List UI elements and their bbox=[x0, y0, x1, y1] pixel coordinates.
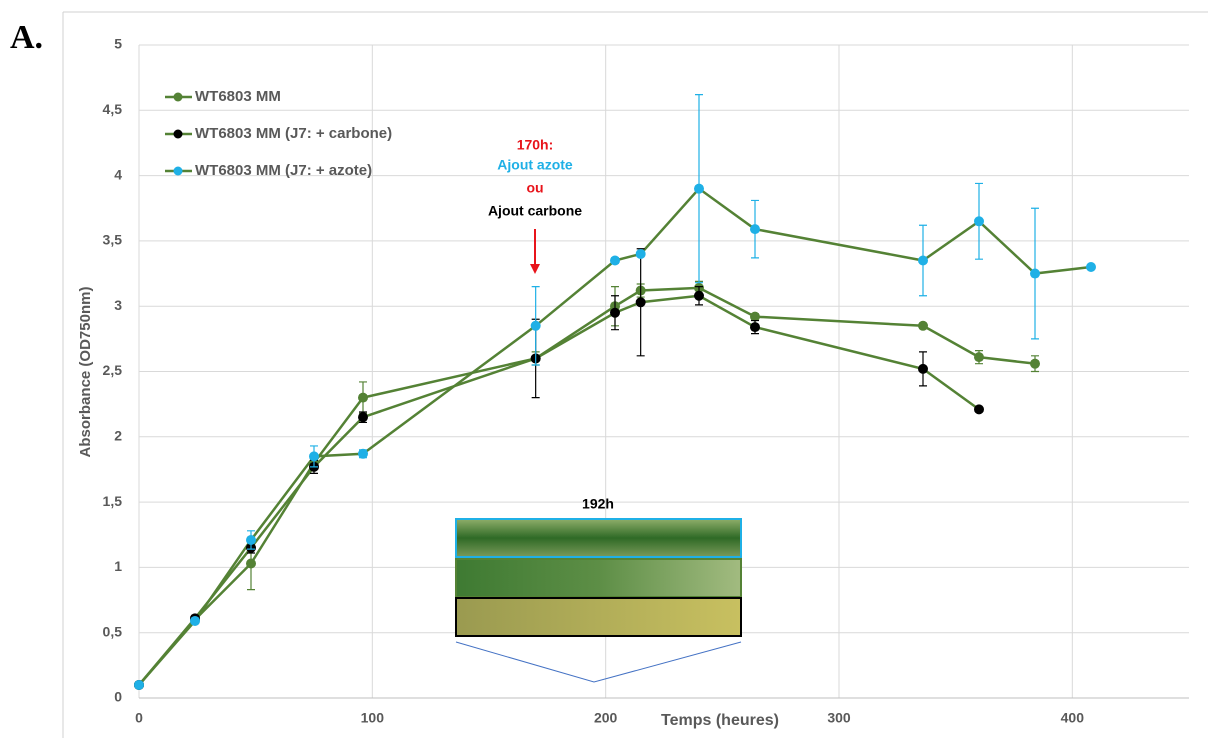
data-point bbox=[918, 363, 928, 374]
data-point bbox=[974, 404, 984, 415]
y-tick-label: 0,5 bbox=[103, 623, 123, 639]
annotation: Ajout carbone bbox=[488, 203, 582, 219]
photo-bracket bbox=[455, 641, 742, 683]
legend-marker bbox=[173, 166, 183, 176]
data-point bbox=[246, 558, 256, 569]
data-point bbox=[918, 255, 928, 266]
data-point bbox=[750, 322, 760, 333]
y-axis-title: Absorbance (OD750nm) bbox=[77, 287, 94, 458]
x-tick-label: 300 bbox=[827, 710, 851, 726]
data-point bbox=[635, 248, 646, 259]
legend-marker bbox=[173, 92, 183, 102]
photo-azote bbox=[455, 518, 742, 558]
y-tick-label: 1,5 bbox=[103, 493, 123, 509]
data-point bbox=[610, 307, 620, 318]
legend-label: WT6803 MM (J7: + carbone) bbox=[195, 125, 392, 142]
arrow-head bbox=[530, 264, 540, 274]
annotation: 192h bbox=[582, 496, 614, 512]
data-point bbox=[358, 448, 368, 459]
data-point bbox=[246, 534, 256, 545]
data-point bbox=[974, 216, 984, 227]
photo-mm bbox=[455, 558, 742, 598]
photo-carbone bbox=[455, 597, 742, 637]
annotation: ou bbox=[526, 180, 543, 196]
data-point bbox=[635, 297, 646, 308]
y-tick-label: 2,5 bbox=[103, 362, 123, 378]
x-tick-label: 200 bbox=[594, 710, 618, 726]
annotation: 170h: bbox=[517, 137, 554, 153]
x-axis-title: Temps (heures) bbox=[661, 712, 779, 729]
data-point bbox=[750, 224, 760, 235]
y-tick-label: 5 bbox=[114, 36, 122, 52]
data-point bbox=[190, 615, 200, 626]
data-point bbox=[918, 320, 928, 331]
y-tick-label: 1 bbox=[114, 558, 122, 574]
data-point bbox=[134, 679, 144, 690]
x-tick-label: 0 bbox=[135, 710, 143, 726]
data-point bbox=[694, 183, 704, 194]
data-point bbox=[1086, 262, 1096, 273]
y-tick-label: 4,5 bbox=[103, 101, 123, 117]
data-point bbox=[309, 451, 319, 462]
legend-marker bbox=[173, 129, 183, 139]
data-point bbox=[530, 320, 541, 331]
data-point bbox=[1030, 268, 1040, 279]
y-tick-label: 2 bbox=[114, 428, 122, 444]
y-tick-label: 0 bbox=[114, 689, 122, 705]
y-tick-label: 3,5 bbox=[103, 232, 123, 248]
data-point bbox=[358, 412, 368, 423]
data-point bbox=[358, 392, 368, 403]
data-point bbox=[610, 255, 620, 266]
annotation: Ajout azote bbox=[497, 157, 573, 173]
series-line bbox=[138, 294, 980, 686]
data-point bbox=[974, 352, 984, 363]
legend-label: WT6803 MM bbox=[195, 88, 281, 105]
data-point bbox=[750, 311, 760, 322]
series-line bbox=[138, 186, 1092, 686]
panel-label: A. bbox=[10, 19, 43, 56]
legend-label: WT6803 MM (J7: + azote) bbox=[195, 162, 372, 179]
data-point bbox=[694, 290, 704, 301]
x-tick-label: 400 bbox=[1061, 710, 1085, 726]
y-tick-label: 4 bbox=[114, 166, 122, 182]
y-tick-label: 3 bbox=[114, 297, 122, 313]
data-point bbox=[1030, 358, 1040, 369]
photo-inset bbox=[455, 518, 742, 683]
x-tick-label: 100 bbox=[361, 710, 385, 726]
